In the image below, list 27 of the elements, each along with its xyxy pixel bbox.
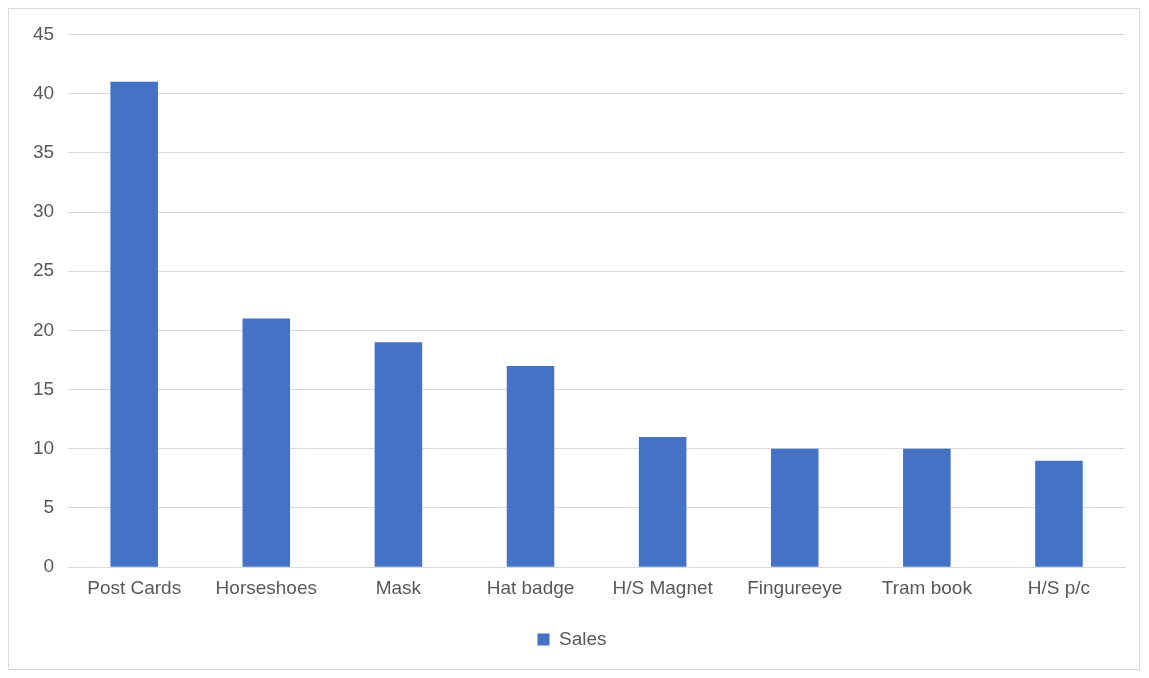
y-tick-label: 30 <box>32 200 55 222</box>
y-tick-label: 45 <box>32 22 55 44</box>
bar <box>506 365 555 567</box>
y-tick-label: 15 <box>32 377 55 399</box>
bar <box>638 436 687 567</box>
bar <box>242 318 291 567</box>
y-tick-label: 0 <box>43 555 55 577</box>
x-tick-label: Horseshoes <box>215 576 317 598</box>
x-tick-label: Post Cards <box>87 576 182 598</box>
x-tick-label: Tram book <box>881 576 973 598</box>
bar <box>110 81 158 567</box>
bar <box>1035 460 1083 567</box>
x-tick-label: H/S Magnet <box>612 576 714 598</box>
x-tick-label: Hat badge <box>486 576 575 598</box>
y-tick-label: 25 <box>32 259 55 281</box>
y-tick-label: 40 <box>32 81 55 103</box>
y-tick-label: 10 <box>32 437 55 459</box>
legend-label: Sales <box>558 627 607 649</box>
bar <box>903 448 951 567</box>
x-tick-label: H/S p/c <box>1027 576 1091 598</box>
y-tick-label: 35 <box>32 141 55 163</box>
y-tick-label: 5 <box>43 496 55 518</box>
x-tick-label: Mask <box>375 576 422 598</box>
bar <box>770 448 819 567</box>
y-tick-label: 20 <box>32 318 55 340</box>
x-tick-label: Fingureeye <box>747 576 843 598</box>
bar <box>374 342 423 567</box>
